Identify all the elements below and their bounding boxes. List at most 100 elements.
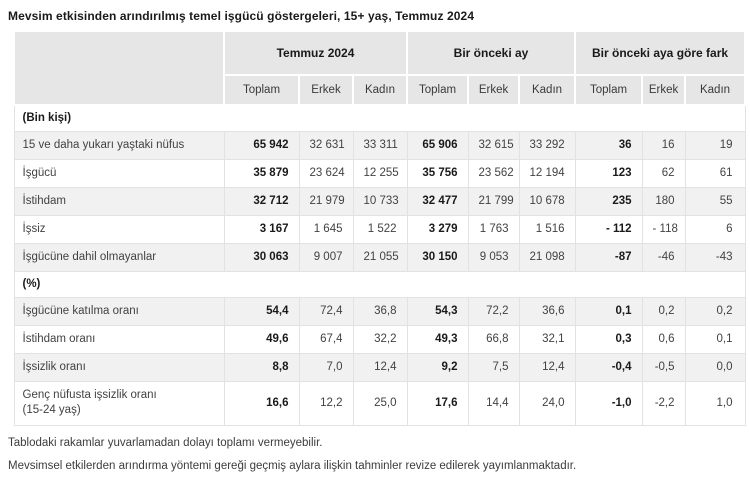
- value-cell: 55: [684, 186, 746, 216]
- value-cell: 23 562: [467, 158, 520, 188]
- value-cell: -43: [684, 242, 746, 272]
- value-cell: 49,6: [223, 324, 300, 354]
- col-group-bir-onceki-ay: Bir önceki ay: [406, 30, 577, 76]
- page-title: Mevsim etkisinden arındırılmış temel işg…: [8, 9, 475, 23]
- value-cell: 25,0: [352, 380, 408, 426]
- value-cell: 8,8: [223, 352, 300, 382]
- value-cell: -87: [574, 242, 643, 272]
- value-cell: 3 279: [406, 214, 469, 244]
- value-cell: 3 167: [223, 214, 300, 244]
- value-cell: 19: [684, 130, 746, 160]
- value-cell: 0,1: [684, 324, 746, 354]
- value-cell: 35 756: [406, 158, 469, 188]
- row-label-cell: İstihdam oranı: [13, 324, 225, 354]
- value-cell: 36,8: [352, 296, 408, 326]
- value-cell: -0,4: [574, 352, 643, 382]
- value-cell: 65 942: [223, 130, 300, 160]
- value-cell: 0,2: [684, 296, 746, 326]
- value-cell: 9 007: [298, 242, 354, 272]
- table-row: İşsiz 3 167 1 645 1 522 3 279 1 763 1 516- 112…: [13, 214, 746, 244]
- value-cell: 72,4: [298, 296, 354, 326]
- row-label: İşgücüne katılma oranı: [22, 304, 139, 317]
- row-label-cell: 15 ve daha yukarı yaştaki nüfus: [13, 130, 225, 160]
- value-cell: 21 098: [518, 242, 576, 272]
- value-cell: 24,0: [518, 380, 576, 426]
- value-cell: 14,4: [467, 380, 520, 426]
- value-cell: 12 255: [352, 158, 408, 188]
- value-cell: -2,2: [641, 380, 686, 426]
- table-row: İstihdam oranı 49,6 67,4 32,2 49,3 66,8 32,1 0,…: [13, 324, 746, 354]
- table-row: İşgücüne katılma oranı 54,4 72,4 36,8 54,3 72…: [13, 296, 746, 326]
- value-cell: 123: [574, 158, 643, 188]
- footnote-revision: Mevsimsel etkilerden arındırma yöntemi g…: [8, 460, 577, 473]
- row-label: İstihdam: [22, 194, 66, 207]
- table-row: İstihdam 32 712 21 979 10 733 32 477 21 799 10…: [13, 186, 746, 216]
- value-cell: 62: [641, 158, 686, 188]
- row-label: İşsiz: [22, 222, 46, 235]
- value-cell: -46: [641, 242, 686, 272]
- value-cell: 65 906: [406, 130, 469, 160]
- row-label-cell: İşgücüne dahil olmayanlar: [13, 242, 225, 272]
- row-label-cell: İşsizlik oranı: [13, 352, 225, 382]
- value-cell: 67,4: [298, 324, 354, 354]
- value-cell: 32,1: [518, 324, 576, 354]
- value-cell: - 112: [574, 214, 643, 244]
- value-cell: 180: [641, 186, 686, 216]
- row-label: İşsizlik oranı: [22, 360, 86, 373]
- value-cell: 12,4: [352, 352, 408, 382]
- table-row: İşgücüne dahil olmayanlar 30 063 9 007 21 0…: [13, 242, 746, 272]
- value-cell: 1,0: [684, 380, 746, 426]
- row-label-line2: (15-24 yaş): [22, 404, 81, 416]
- value-cell: 33 292: [518, 130, 576, 160]
- sub-header-erkek-2: Erkek: [467, 74, 521, 106]
- table-header: Temmuz 2024 Bir önceki ay Bir önceki aya…: [13, 30, 747, 106]
- value-cell: 35 879: [223, 158, 300, 188]
- sub-header-erkek-1: Erkek: [298, 74, 354, 106]
- value-cell: -0,5: [641, 352, 686, 382]
- value-cell: 32 477: [406, 186, 469, 216]
- sub-header-toplam-3: Toplam: [574, 74, 644, 106]
- value-cell: 30 063: [223, 242, 300, 272]
- value-cell: 61: [684, 158, 746, 188]
- value-cell: 1 522: [352, 214, 408, 244]
- sub-header-toplam-2: Toplam: [406, 74, 470, 106]
- value-cell: 7,0: [298, 352, 354, 382]
- value-cell: 10 678: [518, 186, 576, 216]
- col-group-temmuz-2024: Temmuz 2024: [222, 30, 409, 76]
- section-label-cell: (Bin kişi): [13, 104, 746, 132]
- value-cell: 0,0: [684, 352, 746, 382]
- value-cell: 1 516: [518, 214, 576, 244]
- value-cell: 36: [574, 130, 643, 160]
- value-cell: 54,4: [223, 296, 300, 326]
- footnote-rounding: Tablodaki rakamlar yuvarlamadan dolayı t…: [8, 436, 323, 449]
- section-header-row: (%): [13, 270, 746, 298]
- value-cell: 16,6: [223, 380, 300, 426]
- labour-force-table: Temmuz 2024 Bir önceki ay Bir önceki aya…: [13, 30, 747, 426]
- value-cell: 6: [684, 214, 746, 244]
- row-label: İşgücü: [22, 166, 57, 179]
- section-header-row: (Bin kişi): [13, 104, 746, 132]
- value-cell: 21 799: [467, 186, 520, 216]
- row-label-cell: İşgücü: [13, 158, 225, 188]
- value-cell: 21 055: [352, 242, 408, 272]
- row-label: İşgücüne dahil olmayanlar: [22, 250, 157, 263]
- value-cell: -1,0: [574, 380, 643, 426]
- sub-header-kadin-2: Kadın: [518, 74, 577, 106]
- value-cell: 1 763: [467, 214, 520, 244]
- value-cell: 10 733: [352, 186, 408, 216]
- row-label-cell: İstihdam: [13, 186, 225, 216]
- sub-header-kadin-3: Kadın: [684, 74, 747, 106]
- value-cell: 12,4: [518, 352, 576, 382]
- value-cell: 0,3: [574, 324, 643, 354]
- value-cell: 66,8: [467, 324, 520, 354]
- value-cell: 21 979: [298, 186, 354, 216]
- value-cell: 33 311: [352, 130, 408, 160]
- row-label-cell: İşgücüne katılma oranı: [13, 296, 225, 326]
- value-cell: 49,3: [406, 324, 469, 354]
- value-cell: 12 194: [518, 158, 576, 188]
- value-cell: 32 615: [467, 130, 520, 160]
- value-cell: 30 150: [406, 242, 469, 272]
- value-cell: 0,6: [641, 324, 686, 354]
- sub-header-row: Toplam Erkek Kadın Toplam Erkek Kadın To…: [14, 74, 747, 106]
